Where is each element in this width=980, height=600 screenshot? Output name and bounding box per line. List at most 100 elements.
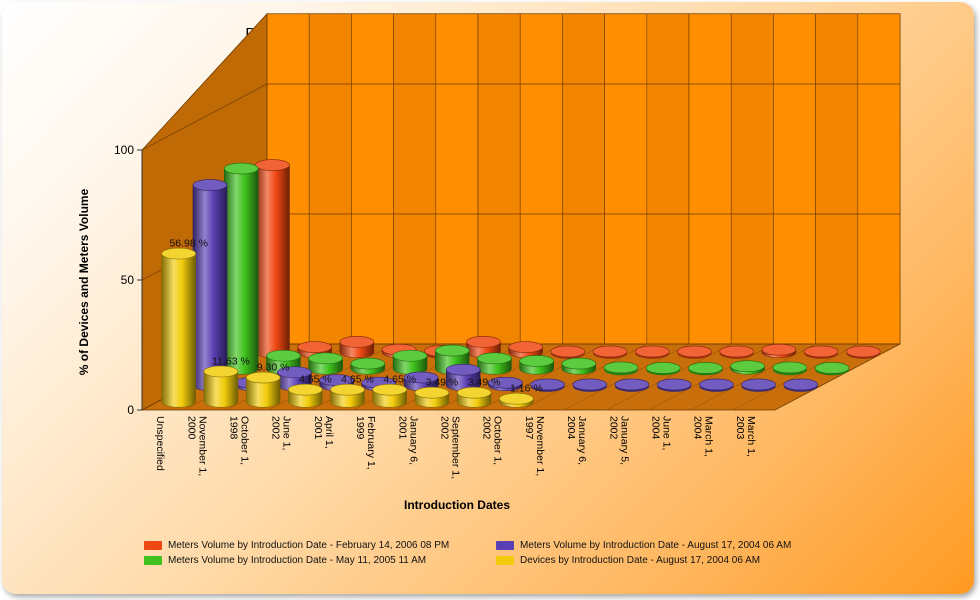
legend-label: Meters Volume by Introduction Date - May…	[168, 555, 427, 566]
legend-swatch	[144, 556, 162, 565]
cylinder-body	[203, 371, 239, 408]
data-label: 11.63 %	[212, 356, 250, 368]
chart-frame: Percent of Devices and Meters Volume by …	[2, 2, 974, 594]
cylinder-top	[266, 349, 301, 362]
x-tick-label: January 6,2001	[396, 416, 419, 465]
x-tick-label: September 1,2002	[439, 416, 462, 479]
y-tick-label: 50	[121, 273, 135, 287]
cylinder-top	[488, 376, 523, 389]
plot-area: 0 50 100 56.98 % 11.63 % 9.30 % 4.65 % 4.65 % 4.…	[114, 12, 901, 479]
cylinder-top	[592, 345, 628, 358]
cylinder-top	[434, 344, 470, 357]
wall-stripe	[562, 13, 605, 345]
cylinder-body	[255, 164, 290, 358]
cylinder-top	[245, 371, 281, 384]
data-label: 9.30 %	[257, 362, 290, 374]
legend-swatch	[496, 556, 514, 565]
legend-swatch	[496, 541, 514, 550]
data-label: 4.65 %	[299, 374, 332, 386]
cylinder-top	[403, 371, 439, 384]
y-tick-label: 0	[127, 403, 134, 417]
cylinder-top	[688, 362, 723, 374]
cylinder-top	[603, 361, 639, 374]
cylinder-top	[192, 179, 228, 191]
cylinder-top	[414, 386, 450, 399]
data-label: 4.65 %	[341, 374, 374, 386]
x-tick-label: October 1,1998	[228, 416, 251, 465]
cylinder-top	[255, 159, 290, 171]
legend-item: Meters Volume by Introduction Date - Feb…	[144, 540, 496, 551]
wall-stripe	[815, 13, 859, 345]
data-label: 3.49 %	[426, 377, 459, 389]
legend-swatch	[144, 541, 162, 550]
x-tick-label: March 1,2003	[734, 416, 757, 457]
wall-stripe	[351, 13, 394, 345]
data-label: 4.65 %	[383, 374, 416, 386]
cylinder-top	[508, 341, 543, 353]
cylinder-top	[741, 378, 776, 391]
x-tick-label: January 5,2002	[607, 416, 630, 465]
x-tick-label: Unspecified	[154, 416, 166, 471]
legend: Meters Volume by Introduction Date - Feb…	[144, 540, 864, 566]
cylinder-top	[392, 349, 428, 362]
x-tick-label: November 1,1997	[523, 416, 546, 476]
cylinder-body	[161, 253, 196, 408]
cylinder-top	[499, 392, 534, 405]
wall-stripe	[688, 13, 732, 345]
legend-label: Meters Volume by Introduction Date - Feb…	[168, 540, 450, 551]
cylinder-top	[161, 247, 197, 260]
legend-label: Meters Volume by Introduction Date - Aug…	[520, 540, 792, 551]
x-tick-label: November 1,2000	[185, 416, 208, 476]
wall-stripe	[857, 13, 901, 345]
wall-stripe	[604, 13, 648, 345]
x-tick-label: June 1,2002	[270, 416, 293, 450]
cylinder-top	[297, 341, 332, 353]
cylinder-top	[645, 362, 681, 374]
x-tick-label: January 6,2004	[565, 416, 588, 465]
x-tick-label: February 1,1999	[354, 416, 377, 470]
wall-stripe	[308, 13, 352, 345]
cylinder-top	[350, 357, 386, 370]
x-tick-label: October 1,2002	[481, 416, 504, 465]
legend-label: Devices by Introduction Date - August 17…	[520, 555, 761, 566]
y-tick-label: 100	[114, 143, 134, 157]
cylinder-body	[223, 168, 259, 375]
x-tick-label: June 1,2004	[650, 416, 673, 450]
cylinder-top	[677, 345, 712, 358]
cylinder-top	[730, 360, 765, 372]
cylinder-top	[330, 383, 365, 396]
cylinder-top	[845, 345, 881, 358]
cylinder-top	[761, 343, 797, 356]
cylinder-top	[719, 345, 754, 358]
wall-stripe	[773, 13, 816, 345]
legend-item: Meters Volume by Introduction Date - May…	[144, 555, 496, 566]
x-tick-label: March 1,2004	[692, 416, 715, 457]
data-label: 56.98 %	[169, 238, 208, 250]
cylinder-top	[456, 386, 492, 399]
x-tick-label: April 1,2001	[312, 416, 335, 449]
cylinder-top	[772, 361, 808, 374]
cylinder-top	[466, 336, 501, 348]
cylinder-top	[277, 366, 312, 379]
cylinder-top	[445, 363, 481, 376]
data-label: 1.16 %	[510, 383, 543, 395]
cylinder-body	[245, 377, 281, 408]
wall-stripe	[519, 13, 563, 345]
cylinder-top	[519, 355, 554, 367]
cylinder-top	[308, 352, 343, 365]
legend-item: Devices by Introduction Date - August 17…	[496, 555, 826, 566]
data-label: 3.49 %	[468, 377, 501, 389]
cylinder-top	[561, 357, 597, 370]
x-axis-title: Introduction Dates	[403, 498, 510, 512]
cylinder-top	[783, 378, 819, 391]
cylinder-top	[803, 345, 839, 358]
cylinder-top	[572, 378, 608, 391]
cylinder-top	[203, 365, 239, 378]
cylinder-top	[477, 352, 512, 365]
legend-item: Meters Volume by Introduction Date - Aug…	[496, 540, 826, 551]
cylinder-top	[634, 345, 670, 358]
cylinder-top	[339, 336, 375, 348]
wall-stripe	[393, 13, 437, 345]
cylinder-top	[288, 383, 323, 396]
cylinder-top	[550, 345, 586, 358]
